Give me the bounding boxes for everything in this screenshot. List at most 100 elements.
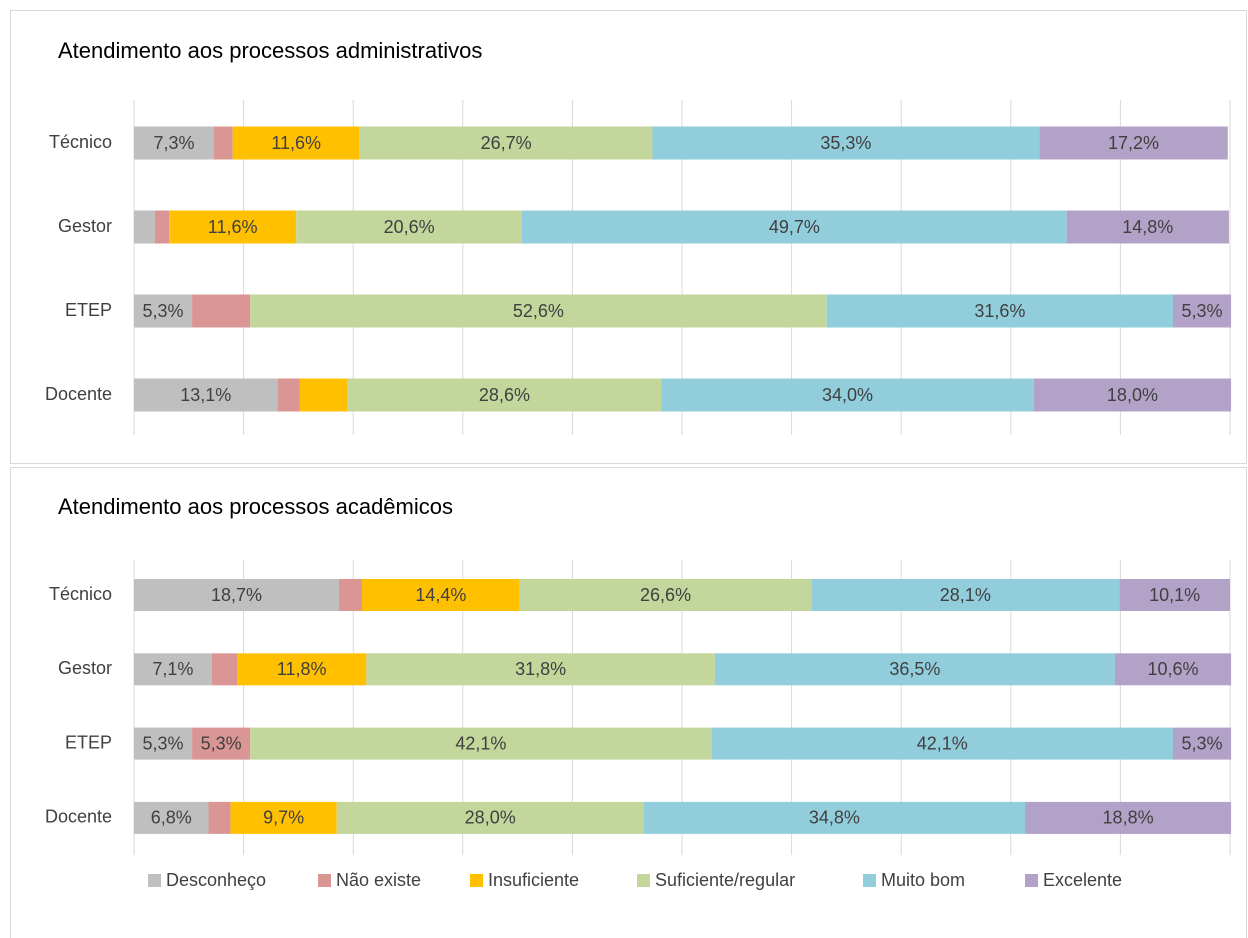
legend-label: Desconheço <box>166 870 266 890</box>
bar-segment <box>134 126 215 160</box>
bar-segment <box>643 801 1026 834</box>
data-label: 52,6% <box>513 301 564 321</box>
bar-segment <box>347 378 662 412</box>
data-label: 18,8% <box>1103 808 1154 828</box>
bar-segment <box>711 727 1174 760</box>
y-tick-label: ETEP <box>65 300 112 320</box>
data-label: 17,2% <box>1108 133 1159 153</box>
data-label: 26,6% <box>640 585 691 605</box>
data-label: 31,8% <box>515 659 566 679</box>
data-label: 31,6% <box>974 301 1025 321</box>
bar-segment <box>361 579 520 611</box>
y-tick-label: Gestor <box>58 658 112 678</box>
legend-swatch <box>1025 874 1038 887</box>
bar-segment <box>250 727 712 760</box>
data-label: 11,8% <box>277 659 327 679</box>
bar-segment <box>652 126 1040 160</box>
legend-swatch <box>470 874 483 887</box>
bar-segment <box>521 210 1067 244</box>
bar-segment <box>192 294 251 328</box>
data-label: 5,3% <box>143 733 184 753</box>
data-label: 42,1% <box>455 733 506 753</box>
bar-segment <box>134 801 209 834</box>
bar-segment <box>211 653 238 686</box>
legend-swatch <box>637 874 650 887</box>
y-tick-label: Docente <box>45 384 112 404</box>
data-label: 42,1% <box>917 733 968 753</box>
chart-frame <box>10 467 1247 938</box>
bar-segment <box>134 653 212 686</box>
data-label: 18,7% <box>211 585 262 605</box>
data-label: 36,5% <box>889 659 940 679</box>
bar-segment <box>296 210 522 244</box>
bar-segment <box>1066 210 1229 244</box>
bar-segment <box>134 579 339 611</box>
bar-segment <box>366 653 715 686</box>
bar-segment <box>134 210 155 244</box>
data-label: 28,1% <box>940 585 991 605</box>
y-tick-label: Docente <box>45 807 112 827</box>
legend-swatch <box>318 874 331 887</box>
bar-segment <box>1114 653 1232 686</box>
data-label: 34,8% <box>809 808 860 828</box>
legend-label: Não existe <box>336 870 421 890</box>
bar-segment <box>1173 727 1232 760</box>
data-label: 28,6% <box>479 385 530 405</box>
bar-segment <box>338 579 362 611</box>
data-label: 13,1% <box>180 385 231 405</box>
bar-segment <box>1173 294 1232 328</box>
data-label: 11,6% <box>208 217 258 237</box>
bar-segment <box>1119 579 1230 611</box>
bar-segment <box>519 579 812 611</box>
data-label: 6,8% <box>151 808 192 828</box>
legend-label: Excelente <box>1043 870 1122 890</box>
data-label: 28,0% <box>465 808 516 828</box>
data-label: 34,0% <box>822 385 873 405</box>
chart-title: Atendimento aos processos acadêmicos <box>58 494 453 519</box>
data-label: 5,3% <box>143 301 184 321</box>
data-label: 14,8% <box>1122 217 1173 237</box>
data-label: 5,3% <box>1182 301 1223 321</box>
data-label: 7,1% <box>152 659 193 679</box>
bar-segment <box>811 579 1120 611</box>
bar-segment <box>250 294 827 328</box>
bar-segment <box>299 378 348 412</box>
bar-segment <box>214 126 233 160</box>
legend-swatch <box>148 874 161 887</box>
bar-segment <box>1039 126 1228 160</box>
data-label: 18,0% <box>1107 385 1158 405</box>
data-label: 7,3% <box>153 133 194 153</box>
y-tick-label: Técnico <box>49 584 112 604</box>
data-label: 10,6% <box>1147 659 1198 679</box>
data-label: 20,6% <box>384 217 435 237</box>
bar-segment <box>134 727 193 760</box>
bar-segment <box>237 653 367 686</box>
legend-label: Muito bom <box>881 870 965 890</box>
bar-segment <box>359 126 653 160</box>
data-label: 14,4% <box>415 585 466 605</box>
bar-segment <box>134 378 278 412</box>
bar-segment <box>232 126 360 160</box>
bar-segment <box>154 210 170 244</box>
legend-swatch <box>863 874 876 887</box>
y-tick-label: ETEP <box>65 732 112 752</box>
bar-segment <box>277 378 300 412</box>
bar-segment <box>192 727 251 760</box>
data-label: 35,3% <box>820 133 871 153</box>
bar-segment <box>1025 801 1232 834</box>
data-label: 26,7% <box>481 133 532 153</box>
y-tick-label: Gestor <box>58 216 112 236</box>
data-label: 49,7% <box>769 217 820 237</box>
bar-segment <box>661 378 1034 412</box>
data-label: 10,1% <box>1149 585 1200 605</box>
bar-segment <box>230 801 337 834</box>
data-label: 9,7% <box>263 808 304 828</box>
bar-segment <box>134 294 193 328</box>
data-label: 11,6% <box>271 133 321 153</box>
bar-segment <box>169 210 297 244</box>
data-label: 5,3% <box>201 733 242 753</box>
bar-segment <box>826 294 1174 328</box>
chart-title: Atendimento aos processos administrativo… <box>58 38 482 63</box>
